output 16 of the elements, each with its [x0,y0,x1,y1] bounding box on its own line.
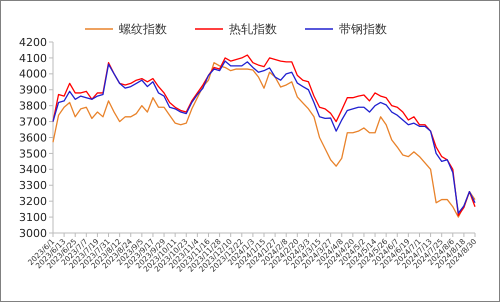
legend-label: 螺纹指数 [119,22,167,36]
y-tick-label: 3600 [19,131,47,144]
y-tick-label: 4000 [19,68,47,81]
y-tick-label: 4100 [19,52,47,65]
y-tick-label: 3900 [19,84,47,97]
y-tick-label: 3800 [19,100,47,113]
legend-label: 热轧指数 [229,22,277,36]
y-tick-label: 3500 [19,147,47,160]
legend-label: 带钢指数 [339,22,387,36]
y-tick-label: 3200 [19,195,47,208]
y-tick-label: 3300 [19,179,47,192]
y-tick-label: 3400 [19,163,47,176]
y-tick-label: 3000 [19,226,47,240]
y-tick-label: 3100 [19,210,47,224]
y-tick-label: 4200 [19,36,47,49]
y-tick-label: 3700 [19,115,47,128]
